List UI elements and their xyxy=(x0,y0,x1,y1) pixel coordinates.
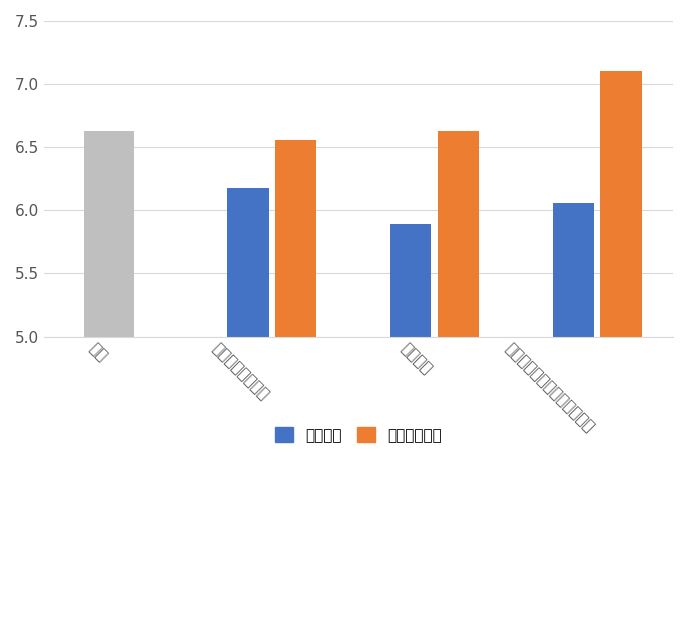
Legend: 平均以下, 平均より高い: 平均以下, 平均より高い xyxy=(268,421,449,449)
Bar xyxy=(227,188,268,617)
Bar xyxy=(390,224,431,617)
Bar xyxy=(275,139,316,617)
Bar xyxy=(552,203,594,617)
Bar xyxy=(438,131,479,617)
Bar xyxy=(85,131,134,617)
Bar xyxy=(601,72,641,617)
